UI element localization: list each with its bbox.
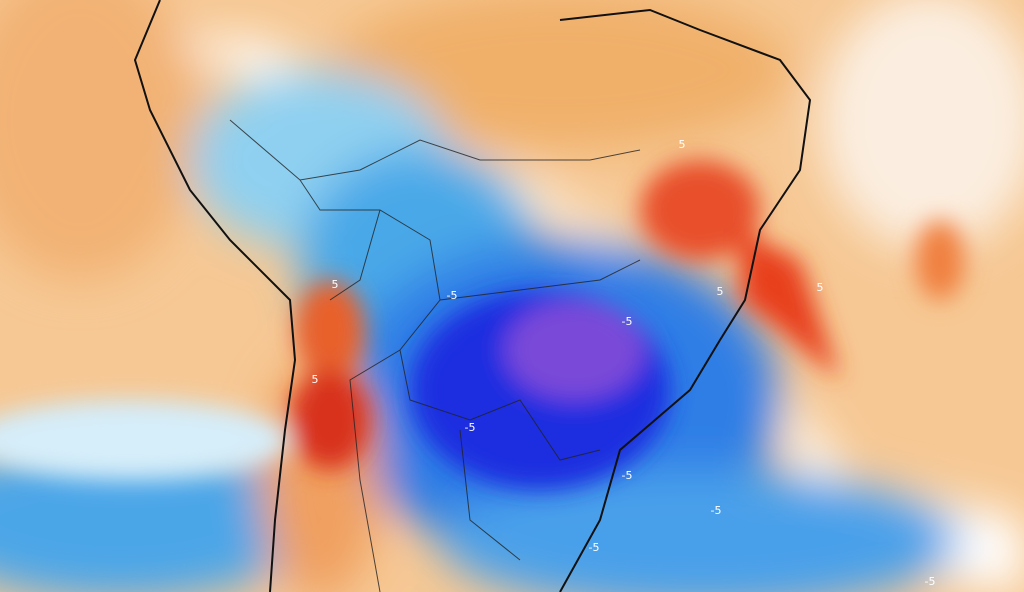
anomaly-core xyxy=(0,160,965,490)
warm-area xyxy=(330,0,790,150)
neutral-band xyxy=(170,40,1024,592)
cool-area xyxy=(0,400,290,480)
contour-labels: 5 5 5 5 5 -5 -5 -5 -5 -5 -5 -5 xyxy=(312,138,936,588)
strong-warm xyxy=(290,370,370,470)
contour-label: -5 xyxy=(622,469,633,482)
contour-label: 5 xyxy=(332,278,339,291)
contour-label: 5 xyxy=(717,285,724,298)
cool-area xyxy=(0,440,320,592)
contour-label: -5 xyxy=(589,541,600,554)
contour-label: -5 xyxy=(925,575,936,588)
contour-label: 5 xyxy=(679,138,686,151)
extreme-cool xyxy=(505,300,645,400)
strong-warm xyxy=(640,160,760,260)
strong-warm xyxy=(295,280,365,380)
neutral-area xyxy=(820,0,1024,250)
contour-label: -5 xyxy=(622,315,633,328)
contour-label: 5 xyxy=(312,373,319,386)
contour-label: 5 xyxy=(817,281,824,294)
warm-area xyxy=(0,0,200,280)
coastline xyxy=(133,0,812,592)
cool-area xyxy=(440,470,960,592)
borders xyxy=(229,119,641,592)
contour-label: -5 xyxy=(447,289,458,302)
warm-area xyxy=(915,220,965,300)
contour-label: -5 xyxy=(711,504,722,517)
contour-label: -5 xyxy=(465,421,476,434)
strong-warm xyxy=(740,230,840,380)
